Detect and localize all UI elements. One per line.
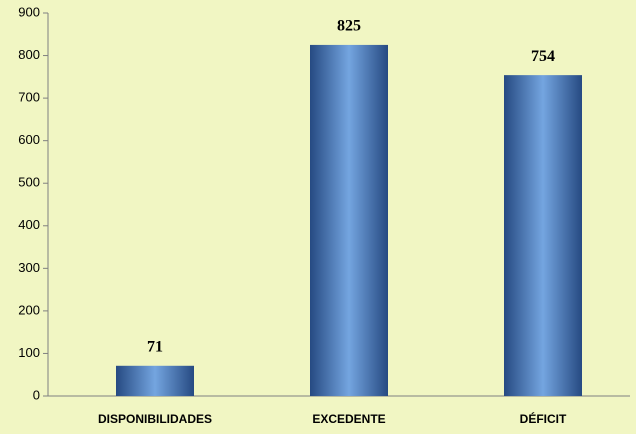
bar bbox=[504, 75, 582, 397]
x-tick-label: DÉFICIT bbox=[520, 411, 567, 426]
bar bbox=[116, 365, 194, 396]
bar bbox=[310, 44, 388, 397]
y-tick-label: 300 bbox=[18, 260, 40, 275]
y-tick-label: 500 bbox=[18, 175, 40, 190]
y-tick-label: 800 bbox=[18, 47, 40, 62]
data-label: 754 bbox=[531, 48, 555, 65]
y-tick-label: 600 bbox=[18, 132, 40, 147]
y-tick-label: 900 bbox=[18, 4, 40, 19]
x-tick-label: DISPONIBILIDADES bbox=[98, 412, 212, 426]
data-label: 71 bbox=[147, 338, 163, 355]
y-tick-label: 700 bbox=[18, 90, 40, 105]
data-label: 825 bbox=[337, 18, 361, 35]
y-tick-label: 100 bbox=[18, 345, 40, 360]
x-tick-label: EXCEDENTE bbox=[312, 412, 385, 426]
y-tick-label: 400 bbox=[18, 217, 40, 232]
y-tick-label: 0 bbox=[33, 387, 40, 402]
y-tick-label: 200 bbox=[18, 302, 40, 317]
